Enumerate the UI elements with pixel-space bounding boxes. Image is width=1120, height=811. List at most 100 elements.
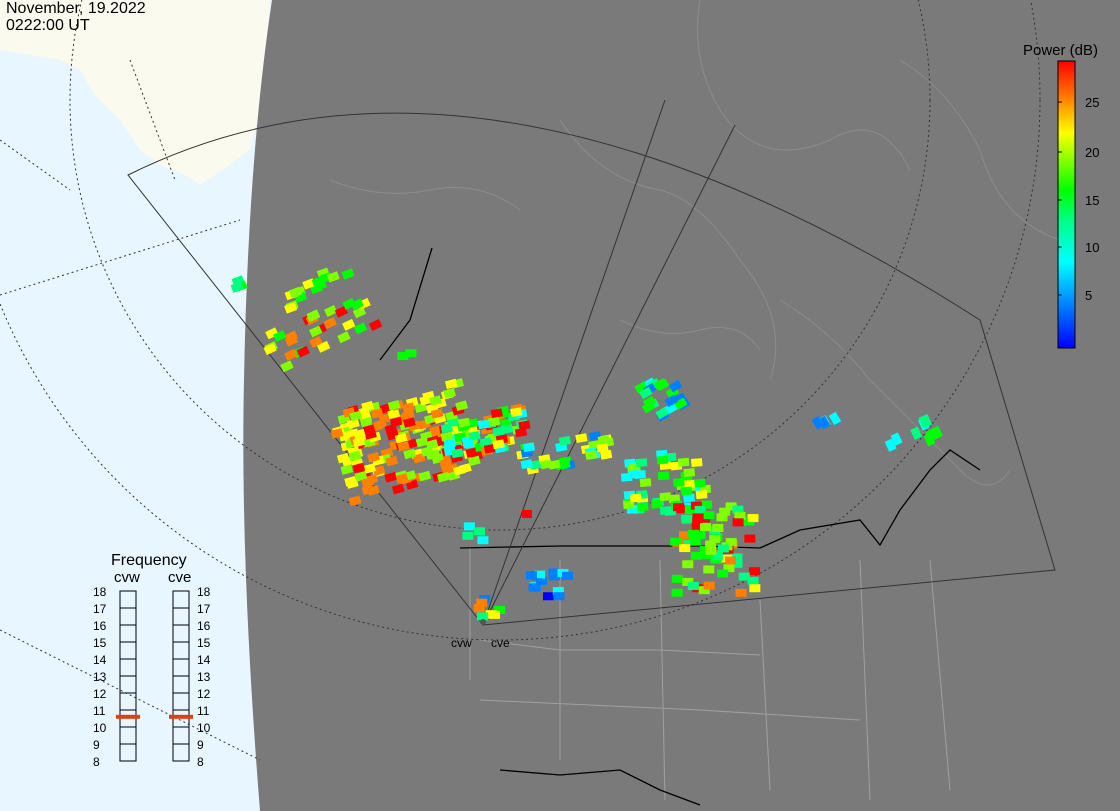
echo-cell	[348, 495, 362, 507]
echo-cell	[479, 437, 492, 448]
frequency-marker-cve	[169, 714, 193, 719]
echo-cell	[695, 490, 708, 500]
echo-cell	[529, 583, 541, 592]
echo-cell	[561, 571, 573, 580]
echo-cell	[359, 416, 373, 428]
echo-cell	[510, 407, 523, 418]
echo-cell	[514, 427, 528, 438]
echo-cell	[412, 452, 426, 464]
echo-cell	[263, 343, 277, 356]
echo-cluster	[923, 425, 943, 447]
echo-cell	[518, 420, 531, 431]
frequency-scale-label: 10	[93, 721, 107, 735]
frequency-title: Frequency	[111, 552, 187, 569]
echo-cell	[284, 348, 298, 361]
echo-cell	[596, 442, 609, 453]
echo-cell	[402, 402, 415, 413]
echo-cell	[462, 531, 474, 540]
echo-cell	[673, 477, 685, 487]
echo-cell	[353, 428, 366, 440]
radar-site-marker	[480, 619, 486, 625]
echo-cell	[711, 552, 723, 561]
echo-cell	[717, 569, 729, 578]
echo-cell	[705, 546, 717, 555]
echo-cell	[694, 505, 706, 514]
echo-cell	[284, 302, 298, 314]
echo-cluster	[473, 595, 506, 621]
echo-cell	[659, 492, 672, 502]
echo-cell	[692, 513, 704, 522]
echo-cell	[352, 436, 366, 448]
echo-cell	[677, 457, 690, 467]
echo-cell	[457, 417, 471, 428]
echo-cell	[655, 406, 669, 420]
frequency-scale-label: 18	[197, 585, 211, 599]
echo-cell	[681, 514, 693, 523]
echo-cell	[558, 435, 571, 446]
echo-cell	[709, 534, 721, 543]
echo-cell	[494, 605, 506, 614]
echo-cell	[684, 505, 696, 514]
echo-cell	[414, 402, 428, 413]
echo-cell	[520, 459, 533, 470]
echo-cell	[535, 576, 547, 585]
radar-site-label-cvw: cvw	[451, 636, 472, 650]
echo-cluster	[884, 414, 933, 452]
alaska-land	[0, 0, 270, 185]
echo-cell	[455, 400, 468, 411]
echo-cluster	[230, 275, 248, 293]
colorbar-tick-label: 25	[1085, 95, 1099, 110]
echo-cell	[691, 523, 703, 532]
echo-cell	[440, 423, 453, 434]
echo-cell	[553, 592, 565, 601]
echo-cell	[676, 505, 688, 514]
colorbar-ticks: 25 20 15 10 5	[1058, 95, 1099, 303]
echo-cell	[418, 470, 432, 482]
frequency-scale-label: 14	[93, 653, 107, 667]
colorbar-gradient	[1057, 60, 1076, 349]
echo-cell	[326, 271, 340, 283]
echo-cell	[548, 568, 560, 577]
echo-cell	[636, 502, 649, 512]
echo-cell	[688, 529, 700, 538]
frequency-scale-label: 9	[197, 738, 204, 752]
echo-cell	[725, 538, 737, 547]
echo-cell	[687, 582, 699, 591]
frequency-scale-label: 15	[93, 636, 107, 650]
echo-cell	[600, 449, 613, 460]
echo-cell	[284, 330, 299, 343]
echo-cell	[309, 335, 323, 348]
echo-cluster	[263, 297, 383, 373]
echo-cell	[473, 527, 485, 536]
echo-cell	[280, 360, 294, 373]
echo-cell	[361, 400, 374, 412]
echo-cell	[639, 386, 653, 400]
frequency-scale-label: 8	[93, 755, 100, 769]
alaska-canada-border	[379, 247, 433, 361]
echo-cell	[477, 419, 490, 430]
echo-cell	[489, 610, 501, 619]
echo-cell	[653, 378, 668, 391]
echo-cell	[747, 514, 759, 523]
echo-cell	[316, 340, 331, 353]
echo-cluster	[284, 267, 355, 314]
echo-cell	[311, 276, 325, 288]
frequency-scale-label: 17	[197, 602, 211, 616]
radar-fov-outlines	[127, 99, 1056, 626]
echo-cell	[467, 455, 481, 467]
echo-cell	[703, 511, 715, 520]
frequency-scale: 18 17 16 15 14 13 12 11 10 9 8 18 17 16 15 14 13 12 11 10 9 8	[93, 585, 211, 769]
echo-cell	[487, 416, 501, 427]
echo-cell	[705, 540, 717, 549]
echo-cell	[352, 462, 366, 474]
echo-cell	[350, 298, 364, 311]
echo-cell	[701, 551, 713, 560]
echo-cell	[597, 435, 610, 445]
echo-cell	[747, 576, 759, 585]
echo-cell	[476, 598, 488, 607]
echo-cell	[302, 278, 316, 290]
echo-cell	[542, 592, 554, 601]
canada-us-border	[459, 449, 981, 549]
echo-cell	[372, 465, 386, 476]
